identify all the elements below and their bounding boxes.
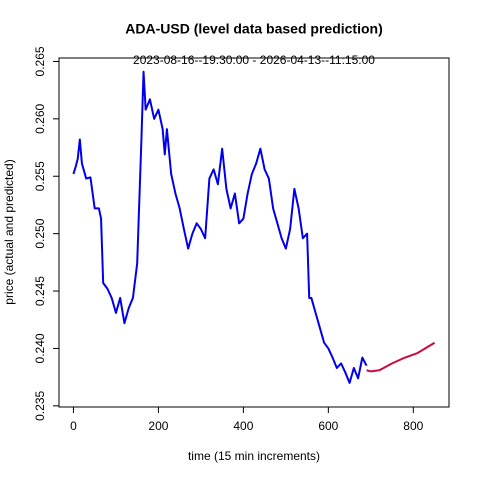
y-tick-label: 0.265: [33, 46, 47, 76]
y-tick-label: 0.255: [33, 161, 47, 191]
y-tick-label: 0.260: [33, 104, 47, 134]
y-axis-label: price (actual and predicted): [2, 159, 16, 304]
price-line: [72, 70, 368, 384]
x-tick-label: 800: [403, 419, 423, 433]
x-tick-label: 0: [70, 419, 77, 433]
y-tick-label: 0.240: [33, 333, 47, 363]
x-tick-label: 200: [148, 419, 168, 433]
y-tick-label: 0.250: [33, 218, 47, 248]
y-tick-label: 0.235: [33, 391, 47, 421]
chart-title: ADA-USD (level data based prediction): [125, 21, 383, 37]
x-axis-label: time (15 min increments): [188, 449, 320, 463]
price-line: [366, 341, 436, 373]
y-tick-label: 0.245: [33, 276, 47, 306]
chart-subtitle: 2023-08-16--19:30:00 - 2026-04-13--11:15…: [133, 53, 375, 67]
x-tick-label: 400: [233, 419, 253, 433]
plot-frame: [58, 57, 450, 408]
x-tick-label: 600: [318, 419, 338, 433]
